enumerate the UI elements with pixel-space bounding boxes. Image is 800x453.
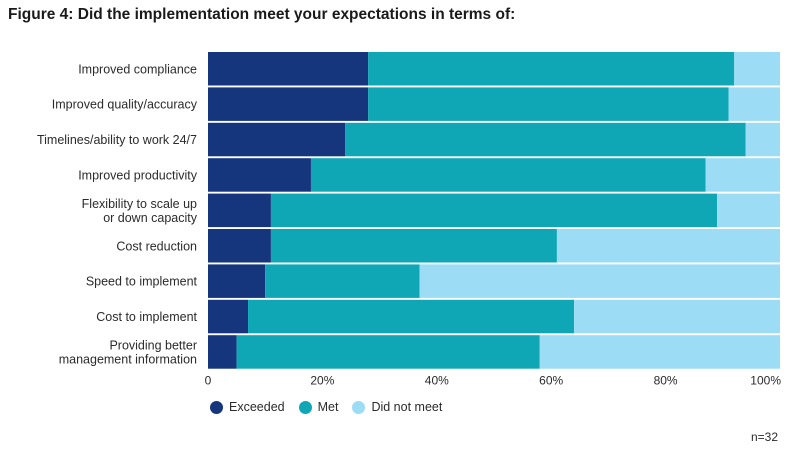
bar-met-6	[265, 264, 420, 298]
bar-exceeded-0	[208, 52, 369, 86]
legend-label-exceeded: Exceeded	[229, 400, 285, 414]
bar-exceeded-7	[208, 299, 249, 334]
bar-did-not-meet-8	[539, 335, 780, 369]
category-labels: Improved compliance Improved quality/accu…	[37, 62, 198, 366]
legend: Exceeded Met Did not meet	[210, 400, 442, 414]
legend-item-exceeded: Exceeded	[210, 400, 285, 414]
bar-met-7	[248, 299, 575, 334]
bar-exceeded-3	[208, 158, 311, 192]
chart-title: Figure 4: Did the implementation meet yo…	[8, 6, 516, 23]
bar-exceeded-6	[208, 264, 266, 298]
bar-did-not-meet-2	[745, 122, 780, 157]
legend-label-met: Met	[317, 400, 339, 414]
category-label: Improved quality/accuracy	[52, 98, 198, 112]
bar-met-4	[270, 193, 718, 228]
bar-did-not-meet-3	[705, 158, 780, 192]
category-label: Flexibility to scale up or down capacity	[82, 197, 198, 225]
bar-exceeded-2	[208, 122, 346, 157]
bar-exceeded-8	[208, 335, 237, 369]
bar-exceeded-5	[208, 229, 271, 263]
bar-did-not-meet-7	[574, 299, 780, 334]
bar-met-3	[310, 158, 706, 192]
x-tick-label: 20%	[310, 374, 334, 388]
legend-item-did-not-meet: Did not meet	[352, 400, 442, 414]
category-label: Cost reduction	[116, 239, 197, 253]
legend-swatch-exceeded	[210, 400, 223, 414]
category-label: Timelines/ability to work 24/7	[37, 133, 197, 147]
bar-did-not-meet-1	[728, 87, 780, 121]
bar-did-not-meet-5	[556, 229, 780, 263]
stacked-bar-chart: Improved compliance Improved quality/accu…	[37, 52, 782, 388]
bars-group	[208, 52, 780, 369]
bar-exceeded-4	[208, 193, 271, 228]
bar-exceeded-1	[208, 87, 369, 121]
bar-did-not-meet-0	[734, 52, 780, 86]
bar-met-8	[236, 335, 540, 369]
sample-size-note: n=32	[750, 430, 778, 444]
x-tick-label: 60%	[539, 374, 563, 388]
x-tick-label: 80%	[654, 374, 678, 388]
category-label: Speed to implement	[86, 275, 198, 289]
category-label: Cost to implement	[96, 310, 197, 324]
legend-swatch-did-not-meet	[352, 400, 366, 414]
legend-item-met: Met	[298, 400, 339, 414]
category-label: Providing better management information	[59, 338, 197, 366]
bar-met-2	[345, 122, 746, 157]
x-tick-label: 100%	[750, 374, 781, 388]
legend-swatch-met	[298, 400, 312, 414]
category-label: Improved compliance	[78, 62, 197, 76]
legend-label-did-not-meet: Did not meet	[371, 400, 443, 414]
bar-did-not-meet-4	[717, 193, 780, 228]
bar-met-5	[270, 229, 557, 263]
category-label: Improved productivity	[78, 168, 198, 182]
bar-met-1	[368, 87, 729, 121]
bar-met-0	[368, 52, 735, 86]
x-axis-ticks: 0 20% 40% 60% 80% 100%	[205, 374, 782, 388]
x-tick-label: 0	[205, 374, 212, 388]
bar-did-not-meet-6	[419, 264, 780, 298]
x-tick-label: 40%	[425, 374, 449, 388]
